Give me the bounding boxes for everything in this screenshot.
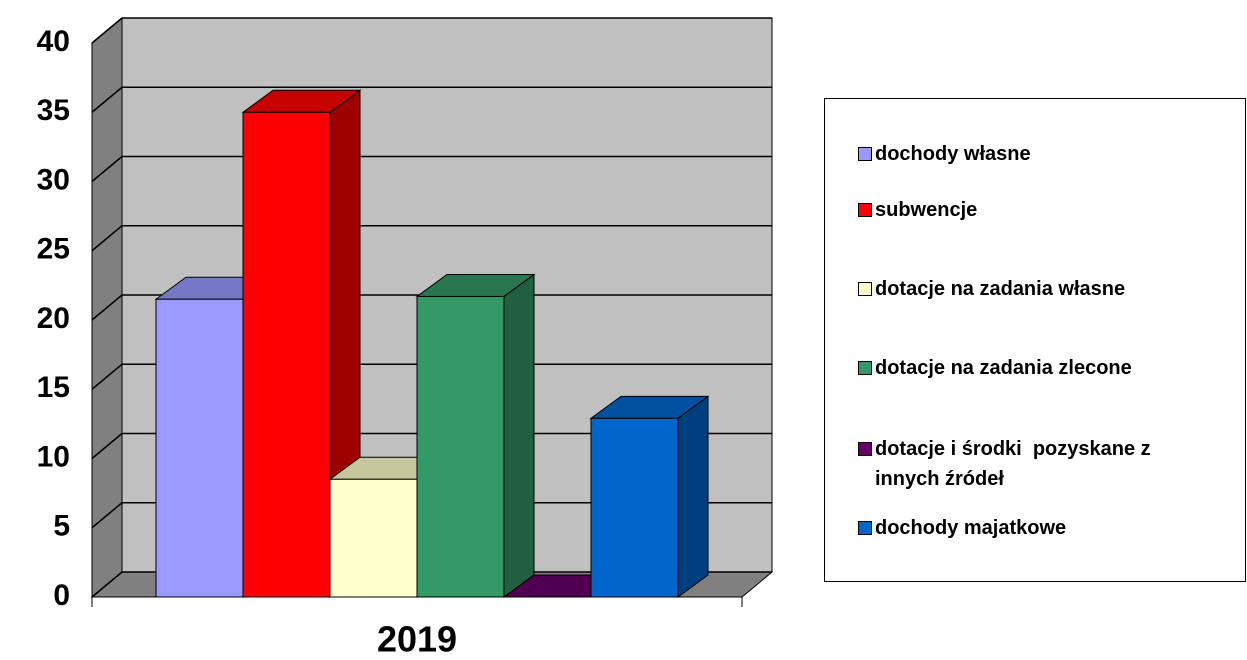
bar bbox=[155, 298, 244, 598]
grid-line bbox=[91, 17, 123, 44]
grid-line bbox=[91, 502, 123, 529]
legend-item: dotacje na zadania zlecone bbox=[858, 353, 1205, 383]
grid-line bbox=[91, 86, 123, 113]
grid-line bbox=[91, 363, 123, 390]
y-tick-label: 15 bbox=[37, 371, 70, 404]
bar bbox=[590, 417, 679, 598]
legend-swatch bbox=[858, 521, 872, 535]
y-tick-label: 35 bbox=[37, 94, 70, 127]
legend-label: dochody majatkowe bbox=[875, 517, 1067, 539]
bar bbox=[242, 111, 331, 598]
legend-label: dotacje na zadania własne bbox=[875, 278, 1126, 300]
legend-item: dotacje i środki pozyskane z innych źród… bbox=[858, 434, 1205, 494]
y-tick-label: 5 bbox=[53, 510, 70, 543]
legend-label: dotacje i środki pozyskane z innych źród… bbox=[875, 438, 1157, 490]
bar bbox=[329, 478, 418, 598]
bar-side bbox=[503, 273, 535, 598]
legend-item: subwencje bbox=[858, 195, 1205, 225]
legend-swatch bbox=[858, 203, 872, 217]
grid-line bbox=[91, 155, 123, 183]
y-tick-label: 10 bbox=[37, 440, 70, 473]
grid-line bbox=[91, 432, 123, 460]
legend-label: subwencje bbox=[875, 199, 978, 221]
legend-label: dochody własne bbox=[875, 143, 1031, 165]
grid-line bbox=[91, 294, 123, 321]
legend-swatch bbox=[858, 282, 872, 296]
bar bbox=[416, 295, 505, 598]
grid-line bbox=[91, 571, 123, 598]
legend-swatch bbox=[858, 147, 872, 161]
y-tick-label: 20 bbox=[37, 302, 70, 335]
x-tick-label: 2019 bbox=[377, 619, 457, 660]
grid-line bbox=[91, 225, 123, 252]
y-tick-label: 40 bbox=[37, 25, 70, 58]
legend-swatch bbox=[858, 361, 872, 375]
y-tick-label: 0 bbox=[53, 579, 70, 612]
legend: dochody własne subwencje dotacje na zadani… bbox=[824, 98, 1246, 582]
legend-item: dotacje na zadania własne bbox=[858, 274, 1205, 304]
y-tick-label: 30 bbox=[37, 163, 70, 196]
legend-swatch bbox=[858, 442, 872, 456]
bar-side bbox=[677, 395, 709, 598]
y-tick-label: 25 bbox=[37, 233, 70, 266]
legend-item: dochody majatkowe bbox=[858, 513, 1205, 543]
legend-item: dochody własne bbox=[858, 139, 1205, 169]
legend-label: dotacje na zadania zlecone bbox=[875, 357, 1132, 379]
